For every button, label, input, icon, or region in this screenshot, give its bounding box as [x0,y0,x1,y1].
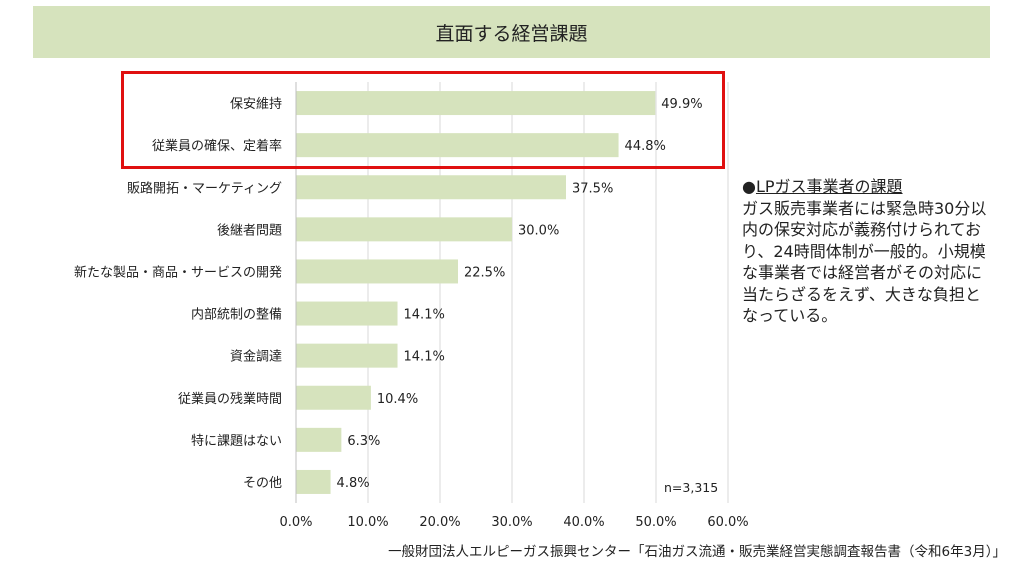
bar [296,133,619,158]
bar-value-label: 49.9% [661,97,702,112]
sample-size-label: n=3,315 [664,480,719,495]
note-panel: ●LPガス事業者の課題 ガス販売事業者には緊急時30分以内の保安対応が義務付けら… [742,176,992,327]
category-label: 特に課題はない [191,433,282,449]
category-label: 従業員の残業時間 [178,391,282,407]
bar-value-label: 6.3% [347,434,380,449]
bar [296,427,342,452]
bar-value-label: 37.5% [572,181,613,196]
source-citation: 一般財団法人エルピーガス振興センター「石油ガス流通・販売業経営実態調査報告書（令… [388,544,1006,560]
bar [296,343,398,368]
x-tick-label: 20.0% [419,515,460,530]
bar [296,469,331,494]
category-label: 保安維持 [230,97,282,112]
category-label: 従業員の確保、定着率 [152,138,282,154]
highlight-box [121,71,725,169]
note-heading: ●LPガス事業者の課題 [742,176,992,198]
bar [296,91,656,116]
chart-title-band: 直面する経営課題 [33,6,990,58]
bar-value-label: 30.0% [518,223,559,238]
bar-value-label: 14.1% [404,308,445,323]
bar [296,259,458,284]
bar [296,385,371,410]
bar-value-label: 14.1% [404,350,445,365]
bar-value-label: 44.8% [625,139,666,154]
category-label: 新たな製品・商品・サービスの開発 [74,264,282,280]
x-tick-label: 60.0% [707,515,748,530]
category-label: 内部統制の整備 [191,307,282,323]
bar [296,217,512,242]
x-tick-label: 10.0% [347,515,388,530]
chart-title: 直面する経営課題 [435,22,588,45]
bar-value-label: 22.5% [464,265,505,280]
x-tick-label: 40.0% [563,515,604,530]
note-heading-text: LPガス事業者の課題 [755,177,903,196]
bar [296,175,566,200]
category-label: 後継者問題 [217,223,282,238]
bar [296,301,398,326]
category-label: その他 [243,476,282,491]
x-tick-label: 30.0% [491,515,532,530]
bar-value-label: 4.8% [337,476,370,491]
bar-value-label: 10.4% [377,392,418,407]
category-label: 資金調達 [230,349,282,365]
x-tick-label: 50.0% [635,515,676,530]
note-bullet: ● [742,177,756,196]
x-tick-label: 0.0% [279,515,312,530]
category-label: 販路開拓・マーケティング [127,180,282,196]
note-body: ガス販売事業者には緊急時30分以内の保安対応が義務付けられており、24時間体制が… [742,198,987,326]
